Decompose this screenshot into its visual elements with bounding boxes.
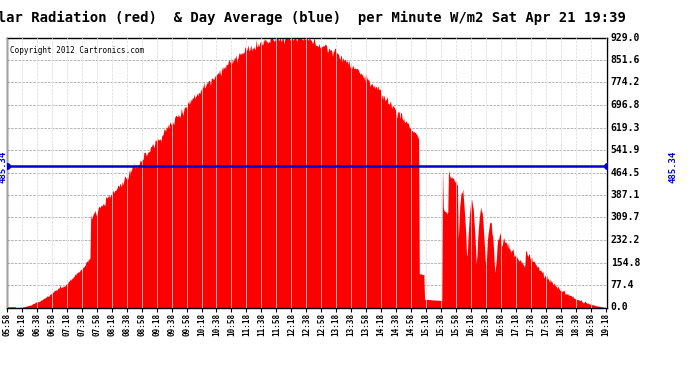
Text: Copyright 2012 Cartronics.com: Copyright 2012 Cartronics.com	[10, 46, 144, 55]
Text: 77.4: 77.4	[611, 280, 634, 290]
Text: 154.8: 154.8	[611, 258, 640, 267]
Text: 774.2: 774.2	[611, 78, 640, 87]
Text: 232.2: 232.2	[611, 235, 640, 245]
Text: 387.1: 387.1	[611, 190, 640, 200]
Text: Solar Radiation (red)  & Day Average (blue)  per Minute W/m2 Sat Apr 21 19:39: Solar Radiation (red) & Day Average (blu…	[0, 11, 626, 26]
Text: 464.5: 464.5	[611, 168, 640, 177]
Text: 619.3: 619.3	[611, 123, 640, 132]
Text: 485.34: 485.34	[668, 150, 678, 183]
Text: 0.0: 0.0	[611, 303, 629, 312]
Text: 309.7: 309.7	[611, 213, 640, 222]
Text: 929.0: 929.0	[611, 33, 640, 42]
Text: 541.9: 541.9	[611, 145, 640, 155]
Text: 851.6: 851.6	[611, 55, 640, 65]
Text: 485.34: 485.34	[0, 150, 8, 183]
Text: 696.8: 696.8	[611, 100, 640, 110]
